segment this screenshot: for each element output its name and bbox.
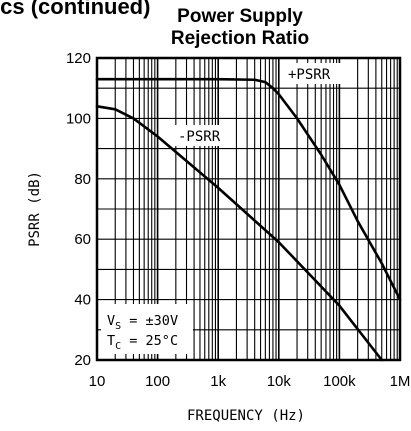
- grid: [97, 58, 400, 360]
- plus-psrr-label: +PSRR: [288, 67, 331, 83]
- tick-labels: 20 40 60 80 100 120 10 100 1k 10k 100k 1M: [66, 50, 410, 390]
- y-tick-label: 40: [74, 292, 91, 309]
- x-tick-label: 10k: [267, 373, 292, 390]
- y-tick-label: 60: [74, 231, 91, 248]
- x-tick-label: 1M: [390, 373, 411, 390]
- x-tick-label: 100: [145, 373, 170, 390]
- case-temperature-condition: TC = 25°C: [107, 333, 178, 352]
- plus-psrr-curve: [95, 77, 402, 301]
- y-tick-label: 120: [66, 50, 91, 67]
- plus-psrr-label-bg: [281, 63, 341, 84]
- x-axis-label: FREQUENCY (Hz): [187, 408, 305, 424]
- y-axis-label: PSRR (dB): [27, 171, 43, 247]
- x-tick-label: 1k: [210, 373, 226, 390]
- x-tick-label: 10: [89, 373, 106, 390]
- supply-voltage-condition: VS = ±30V: [107, 313, 178, 332]
- minus-psrr-curve: [95, 105, 384, 362]
- y-tick-label: 100: [66, 110, 91, 127]
- minus-psrr-label: -PSRR: [178, 129, 221, 145]
- plot-frame: [95, 56, 402, 362]
- conditions-box-bg: [101, 304, 193, 354]
- minus-psrr-label-bg: [174, 125, 230, 146]
- chart-title-line-1: Power Supply: [177, 6, 303, 27]
- curves: [95, 77, 402, 362]
- section-header-fragment: ics (continued): [0, 0, 150, 19]
- x-tick-label: 100k: [323, 373, 356, 390]
- chart-title-line-2: Rejection Ratio: [171, 28, 309, 49]
- y-tick-label: 80: [74, 171, 91, 188]
- y-tick-label: 20: [74, 352, 91, 369]
